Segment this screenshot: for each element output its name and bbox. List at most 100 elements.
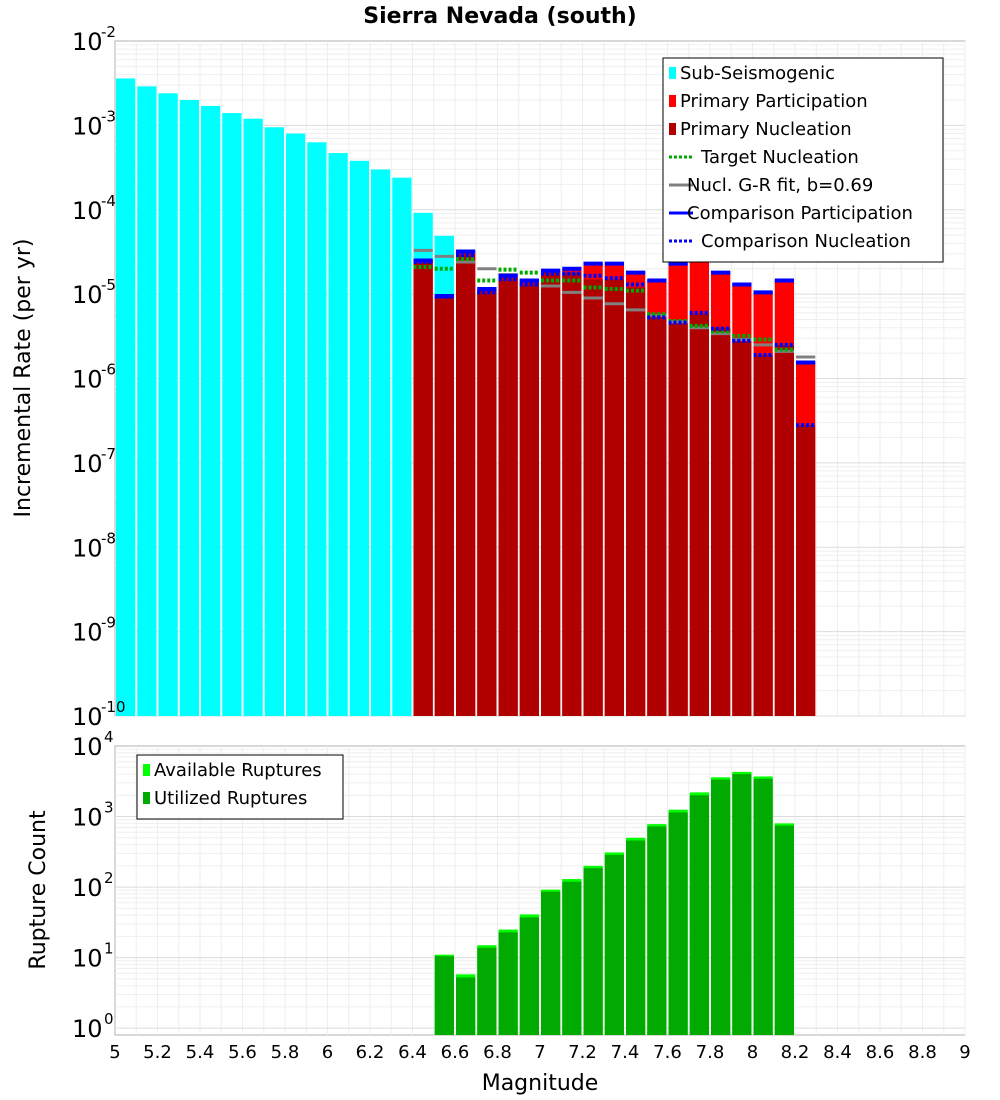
bottom-y-tick: 10 2 [72,869,114,902]
utilized-ruptures-bar [456,977,476,1035]
sub-seismogenic-bar [243,118,263,716]
top-series-lines [413,248,816,428]
x-tick-label: 8.4 [823,1042,852,1063]
top-y-tick: 10-3 [72,107,116,140]
x-tick-label: 7.2 [568,1042,597,1063]
primary-nucleation-bar [796,425,816,716]
utilized-ruptures-bar [753,778,773,1035]
bottom-y-tick: 10 1 [72,940,114,973]
bottom-y-tick-base: 10 [72,874,103,902]
primary-nucleation-bar [753,354,773,716]
bottom-y-tick-base: 10 [72,733,103,761]
utilized-ruptures-bar [689,795,709,1035]
sub-seismogenic-bar [158,93,178,716]
x-tick-label: 6.2 [356,1042,385,1063]
bottom-y-tick-exponent: 2 [104,869,114,887]
bottom-y-tick-exponent: 3 [104,799,114,817]
bottom-y-tick: 10 4 [72,728,114,761]
top-y-tick: 10-8 [72,529,116,562]
sub-seismogenic-bar [264,127,284,716]
sub-seismogenic-bar [328,153,348,716]
sub-seismogenic-bar [349,160,369,717]
primary-nucleation-bar [562,272,582,716]
sub-seismogenic-bar [137,86,157,716]
top-legend-swatch [669,123,676,135]
bottom-y-axis-label: Rupture Count [26,810,51,970]
incremental-rate-plot: 10-210-310-410-510-610-710-810-910-10 In… [11,23,966,731]
bottom-y-tick-exponent: 1 [104,940,114,958]
primary-nucleation-bar [413,260,433,716]
top-legend-swatch [669,67,676,79]
utilized-ruptures-bar [604,854,624,1035]
top-legend-label: Comparison Participation [687,203,913,224]
primary-nucleation-bar [583,279,603,716]
top-y-tick-base: 10 [72,197,103,225]
top-y-tick: 10-4 [72,192,116,225]
top-y-tick-base: 10 [72,703,103,731]
x-tick-label: 5.2 [143,1042,172,1063]
primary-nucleation-bar [456,253,476,716]
sub-seismogenic-bar [371,169,391,716]
x-tick-label: 5.6 [228,1042,257,1063]
top-y-tick-exponent: -6 [101,361,116,379]
x-tick-label: 8.2 [781,1042,810,1063]
top-y-tick: 10-9 [72,614,116,647]
top-legend-label: Comparison Nucleation [701,231,911,252]
sub-seismogenic-bar [201,105,221,717]
top-y-tick-base: 10 [72,534,103,562]
bottom-y-tick-base: 10 [72,804,103,832]
bottom-legend-swatch [143,764,150,776]
x-tick-label: 6 [322,1042,333,1063]
primary-nucleation-bar [477,290,497,716]
x-tick-label: 8.6 [866,1042,895,1063]
utilized-ruptures-bar [647,826,667,1035]
top-y-tick: 10-2 [72,23,116,56]
primary-nucleation-bar [647,316,667,716]
primary-nucleation-bar [689,314,709,716]
top-y-tick-exponent: -5 [101,276,116,294]
x-tick-label: 9 [959,1042,970,1063]
x-tick-label: 6.8 [483,1042,512,1063]
primary-nucleation-bar [541,272,561,716]
top-y-tick-exponent: -4 [101,192,116,210]
x-tick-label: 7.4 [611,1042,640,1063]
primary-nucleation-bar [519,283,539,716]
top-y-tick-base: 10 [72,366,103,394]
top-y-tick-base: 10 [72,281,103,309]
sub-seismogenic-bar [222,113,242,716]
primary-nucleation-bar [604,279,624,716]
utilized-ruptures-bar [541,891,561,1035]
primary-nucleation-bar [774,344,794,716]
primary-nucleation-bar [498,278,518,716]
utilized-ruptures-bar [626,840,646,1035]
top-y-tick: 10-5 [72,276,116,309]
top-legend-label: Primary Nucleation [680,119,852,140]
top-y-tick: 10-10 [72,698,126,731]
sub-seismogenic-bar [116,78,136,717]
utilized-ruptures-bar [519,917,539,1035]
top-y-tick-base: 10 [72,619,103,647]
utilized-ruptures-bar [583,868,603,1035]
top-y-tick-exponent: -10 [101,698,126,716]
utilized-ruptures-bar [562,881,582,1035]
sub-seismogenic-bar [286,133,306,717]
top-legend-label: Sub-Seismogenic [680,63,835,84]
top-y-tick-exponent: -8 [101,529,116,547]
bottom-legend-label: Utilized Ruptures [154,788,307,809]
bottom-y-tick-base: 10 [72,945,103,973]
top-y-tick-base: 10 [72,28,103,56]
bottom-y-tick: 10 0 [72,1010,114,1043]
primary-nucleation-bar [732,338,752,716]
bottom-legend-frame [136,754,344,820]
bottom-legend-swatch [143,792,150,804]
x-axis-label: Magnitude [482,1071,599,1096]
top-legend-swatch [669,95,676,107]
bottom-y-tick-exponent: 4 [104,728,114,746]
utilized-ruptures-bar [774,825,794,1035]
top-y-axis-label: Incremental Rate (per yr) [11,239,36,518]
bottom-y-tick-base: 10 [72,1015,103,1043]
top-y-tick-base: 10 [72,112,103,140]
